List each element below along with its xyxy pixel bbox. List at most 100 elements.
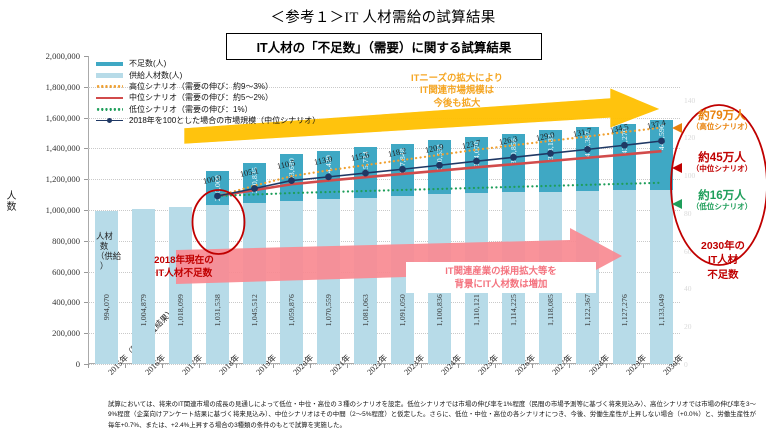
y-axis-tick-mark xyxy=(84,210,88,211)
legend-dotted-line xyxy=(96,85,123,88)
x-axis-tick-mark xyxy=(495,364,496,368)
x-axis-tick-mark xyxy=(643,364,644,368)
x-axis-tick-mark xyxy=(569,364,570,368)
x-axis-tick-mark xyxy=(236,364,237,368)
inner-label-line1: 人材 xyxy=(96,231,113,241)
legend-key-icon xyxy=(94,93,125,103)
footnote-text: 試算においては、将来のIT関連市場の成長の見通しによって低位・中位・高位の３種の… xyxy=(108,401,756,429)
bar-value-supply: 1,100,836 xyxy=(434,294,444,327)
bar-value-supply: 1,004,879 xyxy=(138,294,148,327)
legend-key-icon xyxy=(94,81,125,91)
y-axis-tick-label: 1,800,000 xyxy=(45,81,80,92)
callout-pink-arrow-box: IT関連産業の採用拡大等を 背景にIT人材数は増加 xyxy=(406,262,596,294)
yellow-text-line3: 今後も拡大 xyxy=(433,96,481,108)
y2-axis-tick-label: 0 xyxy=(684,360,688,369)
y2-axis-tick-label: 20 xyxy=(684,322,692,332)
yellow-text-line1: ITニーズの拡大により xyxy=(410,72,504,83)
bar-value-supply: 1,127,276 xyxy=(619,294,629,327)
bar-supply xyxy=(354,197,377,364)
legend-key-icon xyxy=(94,104,125,114)
page-title: ＜参考１＞IT 人材需給の試算結果 xyxy=(270,10,496,26)
inner-label-line3: （供給 xyxy=(96,250,122,261)
yellow-text-line2: IT関連市場規模は xyxy=(420,84,494,96)
x-axis-tick-mark xyxy=(273,364,274,368)
legend-swatch xyxy=(96,73,123,78)
legend-swatch xyxy=(96,61,123,67)
legend-item-label: 低位シナリオ（需要の伸び：1%） xyxy=(129,104,253,114)
legend-item[interactable]: 低位シナリオ（需要の伸び：1%） xyxy=(94,104,306,115)
x-axis-tick-mark xyxy=(421,364,422,368)
legend-item-label: 2018年を100とした場合の市場規模（中位シナリオ） xyxy=(129,116,321,126)
bar-supply xyxy=(613,190,636,364)
inner-label-line2: 数 xyxy=(99,240,109,251)
legend-item[interactable]: 供給人材数(人) xyxy=(94,69,306,80)
bar-value-supply: 1,081,063 xyxy=(360,294,370,327)
callout-yellow-arrow-text: ITニーズの拡大により IT関連市場規模は 今後も拡大 xyxy=(366,72,548,109)
bar-value-supply: 994,070 xyxy=(101,294,111,321)
pink-text-line2: 背景にIT人材数は増加 xyxy=(454,277,548,289)
bar-value-supply: 1,031,538 xyxy=(212,294,222,327)
y-axis-tick-label: 400,000 xyxy=(52,297,80,308)
legend-key-icon xyxy=(94,116,125,126)
legend-item[interactable]: 中位シナリオ（需要の伸び：約5〜2%） xyxy=(94,92,306,103)
caption-2030-line1: 2030年の xyxy=(701,241,745,252)
callout-mid-scenario: 約45万人 （中位シナリオ） xyxy=(679,151,765,174)
caption-2030-line2: IT人材 xyxy=(707,255,738,267)
chart-gridline xyxy=(88,333,680,335)
y-axis-tick-mark xyxy=(84,117,88,119)
y-axis-tick-mark xyxy=(84,302,88,304)
current-shortage-line2: IT人材不足数 xyxy=(155,267,213,279)
axis-inner-label: 人材 数 （供給 ） xyxy=(96,231,122,272)
low-scenario-amount: 約16万人 xyxy=(698,189,746,202)
bar-value-supply: 1,070,559 xyxy=(323,294,333,327)
y-axis-tick-mark xyxy=(84,364,88,365)
legend-item-label: 高位シナリオ（需要の伸び：約9〜3%） xyxy=(129,81,274,91)
bar-value-supply: 1,122,367 xyxy=(582,294,592,327)
mid-scenario-amount: 約45万人 xyxy=(698,151,746,164)
bar-supply xyxy=(132,209,155,364)
y-axis-tick-label: 800,000 xyxy=(52,235,80,246)
y-axis-tick-mark xyxy=(84,86,88,88)
bar-value-supply: 1,045,512 xyxy=(249,294,259,327)
y2-axis-tick-label: 120 xyxy=(684,133,696,143)
legend-item[interactable]: 不足数(人) xyxy=(94,58,306,69)
bar-value-supply: 1,059,876 xyxy=(286,294,296,327)
y-axis-tick-mark xyxy=(84,148,88,150)
y-axis-tick-mark xyxy=(84,56,88,57)
x-axis-tick-mark xyxy=(199,364,200,368)
legend-item[interactable]: 2018年を100とした場合の市場規模（中位シナリオ） xyxy=(94,115,320,126)
y-axis-tick-mark xyxy=(84,240,88,242)
y-axis-tick-label: 1,400,000 xyxy=(45,143,80,154)
chart-subtitle-box: IT人材の「不足数」（需要）に関する試算結果 xyxy=(226,33,542,60)
high-scenario-amount: 約79万人 xyxy=(698,109,746,122)
chart-gridline xyxy=(88,302,680,304)
mid-scenario-label: （中位シナリオ） xyxy=(691,164,753,174)
legend-item-label: 中位シナリオ（需要の伸び：約5〜2%） xyxy=(129,93,274,103)
legend-item-label: 供給人材数(人) xyxy=(129,70,183,80)
y-axis-tick-label: 600,000 xyxy=(52,266,80,277)
bar-value-supply: 1,018,099 xyxy=(175,294,185,327)
bar-value-supply: 1,114,225 xyxy=(508,294,518,326)
x-axis-tick-mark xyxy=(162,364,163,368)
x-axis-tick-mark xyxy=(310,364,311,368)
y-axis-tick-mark xyxy=(84,271,88,273)
y-axis-tick-label: 1,600,000 xyxy=(45,112,80,123)
chart-gridline xyxy=(88,86,680,88)
x-axis-tick-mark xyxy=(125,364,126,368)
high-scenario-label: （高位シナリオ） xyxy=(691,122,753,132)
callout-pink-arrow-text: IT関連産業の採用拡大等を 背景にIT人材数は増加 xyxy=(412,265,590,290)
legend-key-icon xyxy=(94,59,125,69)
low-scenario-label: （低位シナリオ） xyxy=(691,202,753,212)
chart-legend: 不足数(人) 供給人材数(人) 高位シナリオ（需要の伸び：約9〜3%） 中位シナリオ（… xyxy=(94,58,320,126)
y2-axis-tick-label: 140 xyxy=(684,95,696,105)
bar-supply xyxy=(95,210,118,364)
bar-value-supply: 1,118,085 xyxy=(545,294,555,326)
callout-2030-shortage: 2030年の IT人材 不足数 xyxy=(684,240,762,283)
callout-current-shortage: 2018年現在の IT人材不足数 xyxy=(104,255,264,281)
x-axis-tick-mark xyxy=(88,364,89,368)
y-axis-tick-mark xyxy=(84,333,88,335)
bar-supply xyxy=(317,199,340,364)
y2-axis-tick-label: 40 xyxy=(684,284,692,294)
legend-item[interactable]: 高位シナリオ（需要の伸び：約9〜3%） xyxy=(94,81,306,92)
legend-key-icon xyxy=(94,70,125,80)
